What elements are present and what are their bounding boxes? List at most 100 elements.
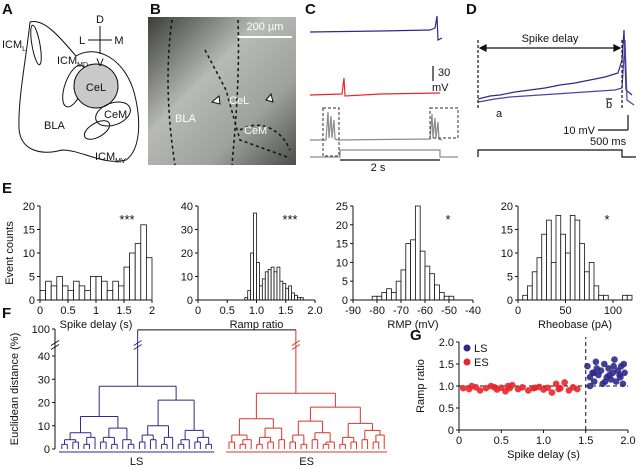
arrowheads bbox=[210, 92, 274, 105]
bar bbox=[279, 280, 284, 301]
traces-d bbox=[477, 29, 636, 158]
x-tick-label: 0 bbox=[515, 305, 521, 317]
point bbox=[620, 360, 628, 368]
y-tick-label: 5 bbox=[29, 272, 35, 284]
point bbox=[544, 384, 552, 392]
x-tick-label: 0.5 bbox=[60, 305, 75, 317]
y-tick-label: 10 bbox=[501, 248, 513, 260]
point bbox=[548, 389, 556, 396]
bar bbox=[264, 271, 269, 301]
annotation: *** bbox=[119, 212, 134, 227]
legend-label: ES bbox=[474, 357, 489, 369]
point bbox=[610, 362, 617, 370]
traces-c bbox=[309, 15, 459, 161]
panel-label: B bbox=[150, 1, 161, 18]
bar bbox=[438, 292, 445, 301]
bar bbox=[574, 219, 581, 301]
y-tick-label: 5 bbox=[507, 272, 513, 284]
bar bbox=[381, 292, 387, 301]
bar bbox=[134, 243, 142, 301]
point bbox=[590, 369, 598, 377]
bar bbox=[386, 288, 392, 301]
bar bbox=[270, 266, 275, 301]
x-axis-label: Ramp ratio bbox=[230, 319, 284, 331]
bar bbox=[273, 271, 278, 301]
bar bbox=[531, 271, 538, 301]
label: BLA bbox=[175, 113, 196, 125]
y-tick-label: 10 bbox=[38, 421, 50, 433]
bar bbox=[569, 214, 576, 301]
point bbox=[476, 387, 484, 394]
bar bbox=[414, 205, 421, 301]
y-tick-label: 40 bbox=[38, 351, 50, 363]
y-tick-label: 20 bbox=[38, 398, 50, 410]
bar bbox=[371, 295, 378, 301]
bar bbox=[90, 276, 97, 301]
point bbox=[561, 379, 568, 386]
point bbox=[592, 358, 600, 366]
x-tick-label: 1.5 bbox=[116, 305, 131, 317]
legend-marker bbox=[463, 358, 471, 366]
y-tick-label: 2.0 bbox=[439, 337, 454, 349]
annotation: a bbox=[496, 108, 503, 120]
x-tick-label: 0 bbox=[456, 435, 462, 447]
y-axis-label: Euclidean distance (%) bbox=[9, 333, 21, 446]
x-tick-label: 1.0 bbox=[249, 305, 264, 317]
y-axis-label: Ramp ratio bbox=[415, 359, 427, 413]
bar bbox=[603, 294, 609, 301]
annotation: *** bbox=[282, 212, 297, 227]
bar bbox=[56, 276, 63, 301]
point bbox=[531, 384, 539, 392]
point bbox=[611, 356, 618, 363]
icm-mv-shape bbox=[83, 120, 111, 140]
bar bbox=[95, 276, 102, 301]
bar bbox=[84, 290, 91, 301]
cem-shape bbox=[95, 101, 131, 127]
x-tick-label: 50 bbox=[559, 305, 571, 317]
x-axis-label: Rheobase (pA) bbox=[538, 319, 612, 331]
label: CeM bbox=[104, 109, 127, 121]
label: BLA bbox=[44, 120, 65, 132]
bar bbox=[522, 294, 528, 301]
bar bbox=[584, 271, 590, 301]
bar bbox=[565, 252, 571, 301]
y-tick-label: 10 bbox=[336, 257, 348, 269]
compass-label: L bbox=[79, 35, 85, 47]
bar bbox=[145, 257, 153, 301]
compass-label: D bbox=[96, 14, 104, 26]
panel-label: C bbox=[305, 1, 316, 18]
point bbox=[586, 382, 594, 390]
bar bbox=[73, 280, 80, 301]
bar bbox=[294, 294, 298, 301]
bar bbox=[560, 233, 566, 301]
bar bbox=[622, 294, 628, 301]
x-tick-label: -60 bbox=[417, 305, 433, 317]
point bbox=[617, 373, 624, 381]
bar bbox=[267, 269, 272, 301]
point bbox=[601, 360, 608, 368]
bar bbox=[405, 243, 411, 301]
x-tick-label: 1 bbox=[93, 305, 99, 317]
x-tick-label: 1.0 bbox=[536, 435, 551, 447]
bar bbox=[390, 292, 397, 301]
y-tick-label: 25 bbox=[336, 201, 348, 213]
cluster-label: ES bbox=[299, 456, 314, 468]
bar bbox=[282, 283, 287, 301]
axis-break bbox=[133, 340, 142, 350]
bar bbox=[579, 243, 585, 301]
x-tick-label: 2.0 bbox=[307, 305, 322, 317]
annotation: b bbox=[606, 99, 612, 111]
bar bbox=[276, 266, 281, 301]
bar bbox=[527, 285, 533, 301]
bar bbox=[50, 285, 58, 301]
cel-shape bbox=[73, 63, 119, 109]
y-tick-label: 10 bbox=[181, 272, 193, 284]
y-tick-label: 0 bbox=[342, 295, 348, 307]
x-tick-label: -80 bbox=[369, 305, 385, 317]
label: CeL bbox=[86, 82, 106, 94]
bar bbox=[291, 292, 295, 301]
y-tick-label: 30 bbox=[181, 225, 193, 237]
bar bbox=[376, 295, 383, 301]
y-tick-label: 0 bbox=[44, 444, 50, 456]
x-tick-label: -40 bbox=[465, 305, 481, 317]
